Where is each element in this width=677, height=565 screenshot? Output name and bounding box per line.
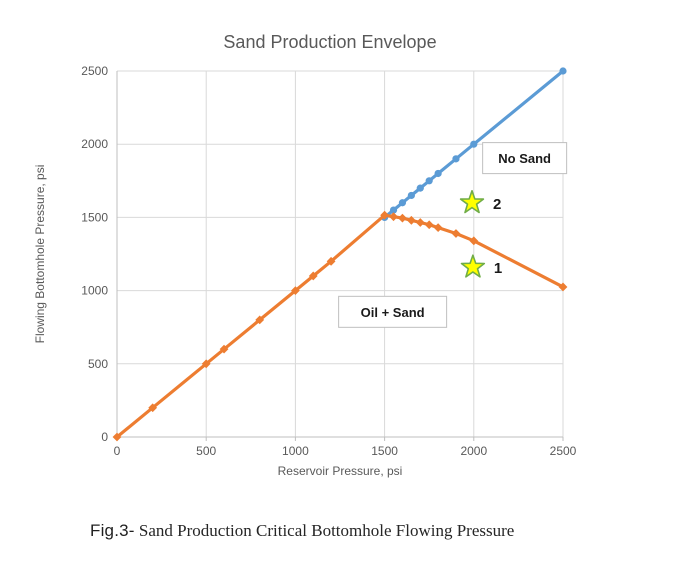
chart-title: Sand Production Envelope <box>223 32 436 52</box>
series-marker <box>406 215 416 225</box>
series-marker <box>308 271 318 281</box>
series-marker <box>148 403 158 413</box>
region-label-box <box>338 295 448 328</box>
series-marker <box>291 286 300 295</box>
region-label: No Sand <box>498 151 551 166</box>
y-axis-title: Flowing Bottomhole Pressure, psi <box>33 165 47 344</box>
series-marker <box>407 191 415 200</box>
figure-caption-title: Sand Production Critical Bottomhole Flow… <box>134 521 515 540</box>
star-marker-label: 1 <box>494 260 502 277</box>
x-tick-label: 500 <box>196 444 216 458</box>
y-tick-label: 500 <box>88 357 108 371</box>
x-tick-label: 2000 <box>460 444 487 458</box>
series-marker <box>424 220 434 230</box>
y-tick-label: 0 <box>101 430 108 444</box>
region-label: Oil + Sand <box>361 305 425 320</box>
series-marker <box>380 210 389 220</box>
series-marker <box>470 140 478 148</box>
x-tick-label: 1500 <box>371 444 398 458</box>
series-marker <box>416 184 424 192</box>
star-marker-icon <box>460 254 486 278</box>
series-marker <box>398 213 407 223</box>
x-tick-label: 1000 <box>282 444 309 458</box>
series-marker <box>398 199 407 207</box>
series-marker <box>389 206 398 214</box>
series-marker <box>451 229 461 238</box>
series-marker <box>434 169 442 178</box>
y-tick-label: 1000 <box>81 284 108 298</box>
y-tick-label: 1500 <box>81 210 108 224</box>
series-marker <box>452 155 460 163</box>
series-marker <box>433 223 443 233</box>
x-tick-label: 2500 <box>550 444 577 458</box>
star-marker-icon <box>459 190 485 214</box>
y-tick-label: 2500 <box>81 64 108 78</box>
figure-caption: Fig.3- Sand Production Critical Bottomho… <box>90 521 650 541</box>
series-marker <box>112 432 122 442</box>
series-marker <box>255 315 265 325</box>
region-label-box <box>482 142 568 175</box>
series-marker <box>559 67 567 75</box>
figure-caption-number: Fig.3- <box>90 521 135 540</box>
series-marker <box>415 218 425 227</box>
series-marker <box>201 359 211 369</box>
series-marker <box>326 256 336 266</box>
x-axis-title: Reservoir Pressure, psi <box>278 464 403 478</box>
series-marker <box>219 344 229 354</box>
series-line-no-sand <box>383 69 565 219</box>
sand-production-envelope-chart: 0 500 1000 1500 2000 2500 0 500 1000 1500 2000 2500… <box>33 32 577 478</box>
series-marker <box>558 282 568 292</box>
star-marker-label: 2 <box>493 196 501 213</box>
y-tick-label: 2000 <box>81 137 108 151</box>
series-marker <box>389 212 398 222</box>
x-tick-label: 0 <box>114 444 121 458</box>
series-marker <box>425 177 433 185</box>
series-marker <box>469 236 479 246</box>
